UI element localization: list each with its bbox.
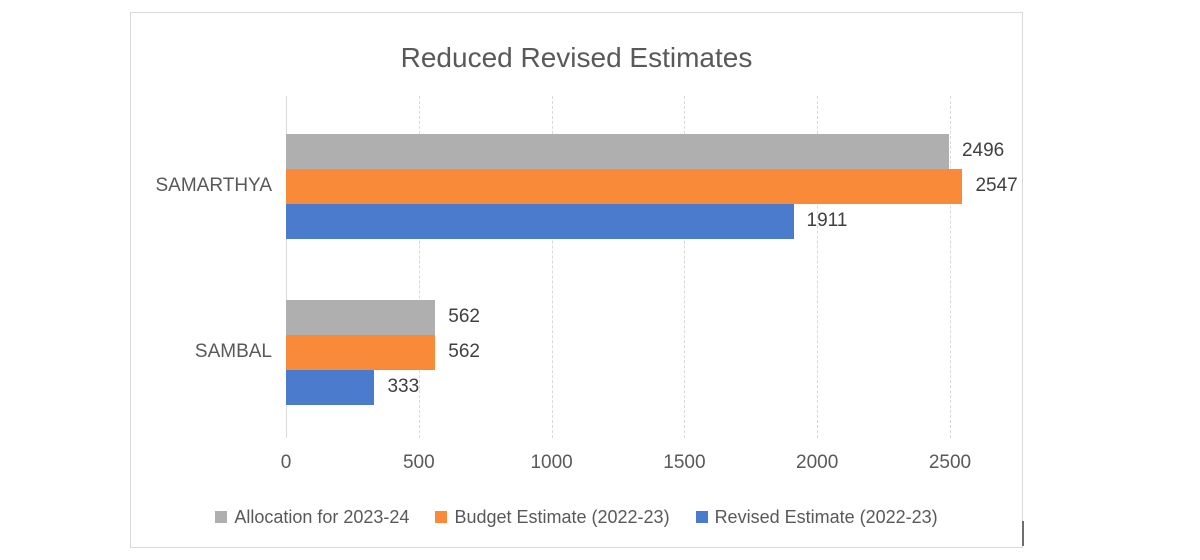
gridline xyxy=(286,96,287,438)
gridline xyxy=(551,96,553,438)
legend-swatch xyxy=(695,511,708,523)
legend-swatch xyxy=(435,511,448,523)
chart-title: Reduced Revised Estimates xyxy=(400,42,753,73)
legend-label: Revised Estimate (2022-23) xyxy=(714,506,938,527)
legend-item: Budget Estimate (2022-23) xyxy=(435,506,670,528)
plot-area: 0 500 1000 1500 2000 2500 2496 2547 1911 SAMARTHY… xyxy=(131,13,1022,547)
x-tick-label: 1500 xyxy=(663,452,706,473)
bar-value-label: 2496 xyxy=(961,140,1005,161)
bar xyxy=(286,168,963,204)
legend-label: Budget Estimate (2022-23) xyxy=(454,506,670,527)
legend-label: Allocation for 2023-24 xyxy=(234,506,410,527)
bar xyxy=(286,299,436,335)
scrollbar-artifact xyxy=(1022,521,1024,546)
bar-value-label: 1911 xyxy=(806,210,848,231)
legend-swatch xyxy=(215,511,228,523)
legend-item: Allocation for 2023-24 xyxy=(215,507,409,528)
bar-value-label: 562 xyxy=(448,341,480,362)
x-tick-label: 1000 xyxy=(530,452,573,473)
gridline xyxy=(817,96,819,438)
bar xyxy=(286,203,794,239)
bar xyxy=(286,133,949,169)
bar xyxy=(286,369,375,405)
bar xyxy=(286,334,436,370)
gridline xyxy=(950,96,951,438)
x-tick-label: 0 xyxy=(280,452,292,473)
x-tick-label: 500 xyxy=(402,452,435,473)
chart-frame: Reduced Revised Estimates 0 500 1000 1500 20… xyxy=(130,12,1023,548)
bar-value-label: 333 xyxy=(387,376,420,397)
category-label: SAMBAL xyxy=(194,341,272,362)
gridline xyxy=(418,96,420,438)
gridline xyxy=(684,96,686,438)
category-label: SAMARTHYA xyxy=(155,175,273,196)
legend-item: Revised Estimate (2022-23) xyxy=(695,506,938,528)
bar-value-label: 562 xyxy=(448,306,480,327)
x-tick-label: 2500 xyxy=(928,452,972,473)
bar-value-label: 2547 xyxy=(975,175,1018,196)
x-tick-label: 2000 xyxy=(796,452,839,473)
legend: Allocation for 2023-24 Budget Estimate (2… xyxy=(131,504,1022,530)
